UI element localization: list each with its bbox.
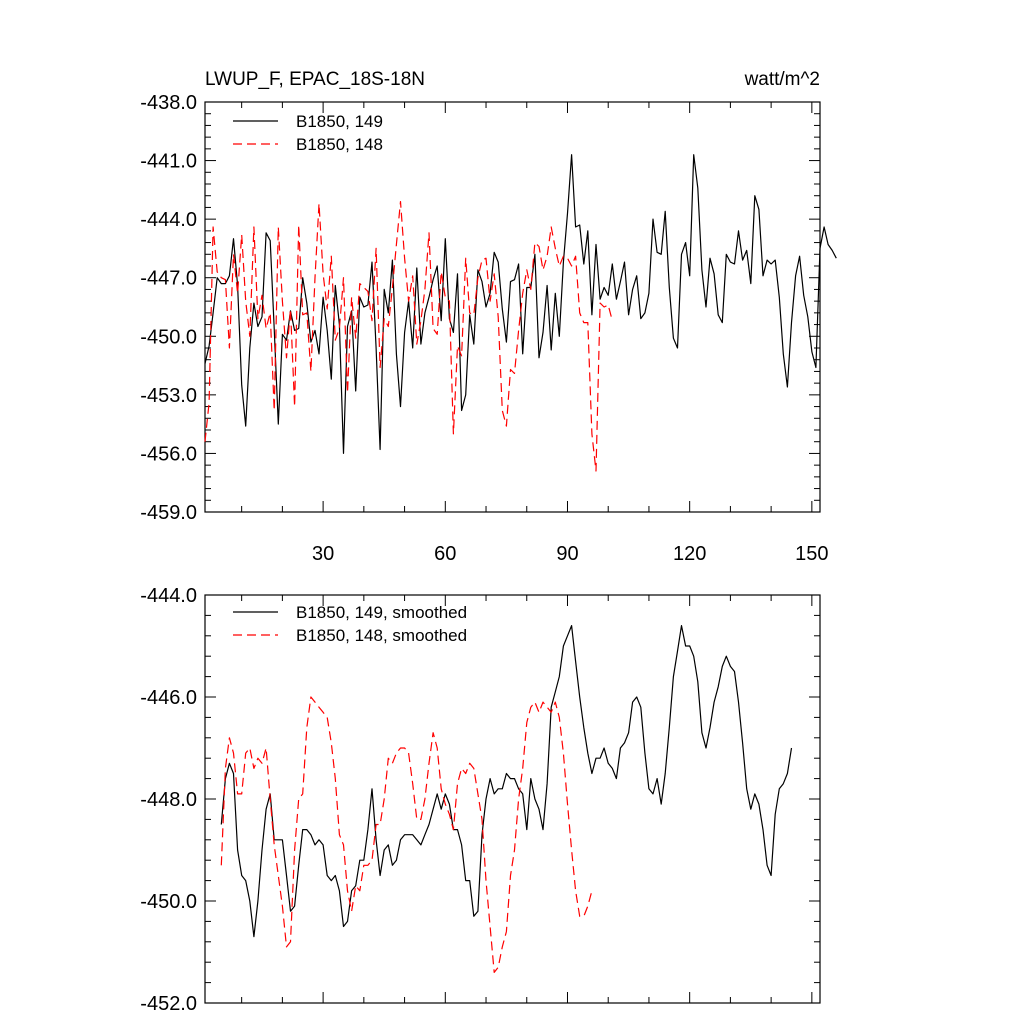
- bottom-series-149-line: [220, 624, 793, 938]
- legend-label-series-149-smoothed: B1850, 149, smoothed: [296, 603, 467, 622]
- top-ytick-label: -450.0: [140, 326, 197, 348]
- top-plot-frame: [204, 101, 821, 513]
- legend-label-series-149: B1850, 149: [296, 112, 383, 131]
- top-xtick-label: 90: [556, 543, 578, 565]
- top-panel-units: watt/m^2: [744, 69, 820, 90]
- legend-label-series-148: B1850, 148: [296, 135, 383, 154]
- top-xtick-label: 30: [312, 543, 334, 565]
- top-xtick-label: 120: [673, 543, 706, 565]
- bottom-ytick-label: -450.0: [140, 891, 197, 913]
- top-ytick-label: -453.0: [140, 385, 197, 407]
- bottom-series-148-line: [220, 696, 593, 974]
- top-xtick-label: 150: [795, 543, 828, 565]
- bottom-ytick-label: -452.0: [140, 993, 197, 1015]
- bottom-ytick-label: -444.0: [140, 585, 197, 607]
- top-xtick-label: 60: [434, 543, 456, 565]
- bottom-ytick-label: -446.0: [140, 687, 197, 709]
- top-ytick-label: -447.0: [140, 268, 197, 290]
- top-ytick-label: -438.0: [140, 92, 197, 114]
- top-panel: LWUP_F, EPAC_18S-18N watt/m^2 -438.0 -441…: [140, 69, 837, 565]
- top-ytick-label: -456.0: [140, 443, 197, 465]
- top-series-148-line: [204, 201, 613, 472]
- bottom-ytick-label: -448.0: [140, 789, 197, 811]
- top-legend: B1850, 149 B1850, 148: [233, 112, 383, 154]
- top-plot-area: -438.0 -441.0 -444.0 -447.0 -450.0 -453.0 -456…: [140, 92, 837, 565]
- bottom-panel: -444.0 -446.0 -448.0 -450.0 -452.0 B1850, 14…: [140, 585, 821, 1015]
- top-ytick-label: -441.0: [140, 151, 197, 173]
- top-ytick-label: -459.0: [140, 502, 197, 524]
- top-panel-title: LWUP_F, EPAC_18S-18N: [205, 69, 425, 90]
- top-ytick-label: -444.0: [140, 209, 197, 231]
- top-series-149-line: [204, 154, 837, 454]
- bottom-legend: B1850, 149, smoothed B1850, 148, smoothe…: [233, 603, 467, 645]
- bottom-plot-area: -444.0 -446.0 -448.0 -450.0 -452.0: [140, 585, 821, 1015]
- bottom-plot-frame: [204, 594, 821, 1004]
- legend-label-series-148-smoothed: B1850, 148, smoothed: [296, 626, 467, 645]
